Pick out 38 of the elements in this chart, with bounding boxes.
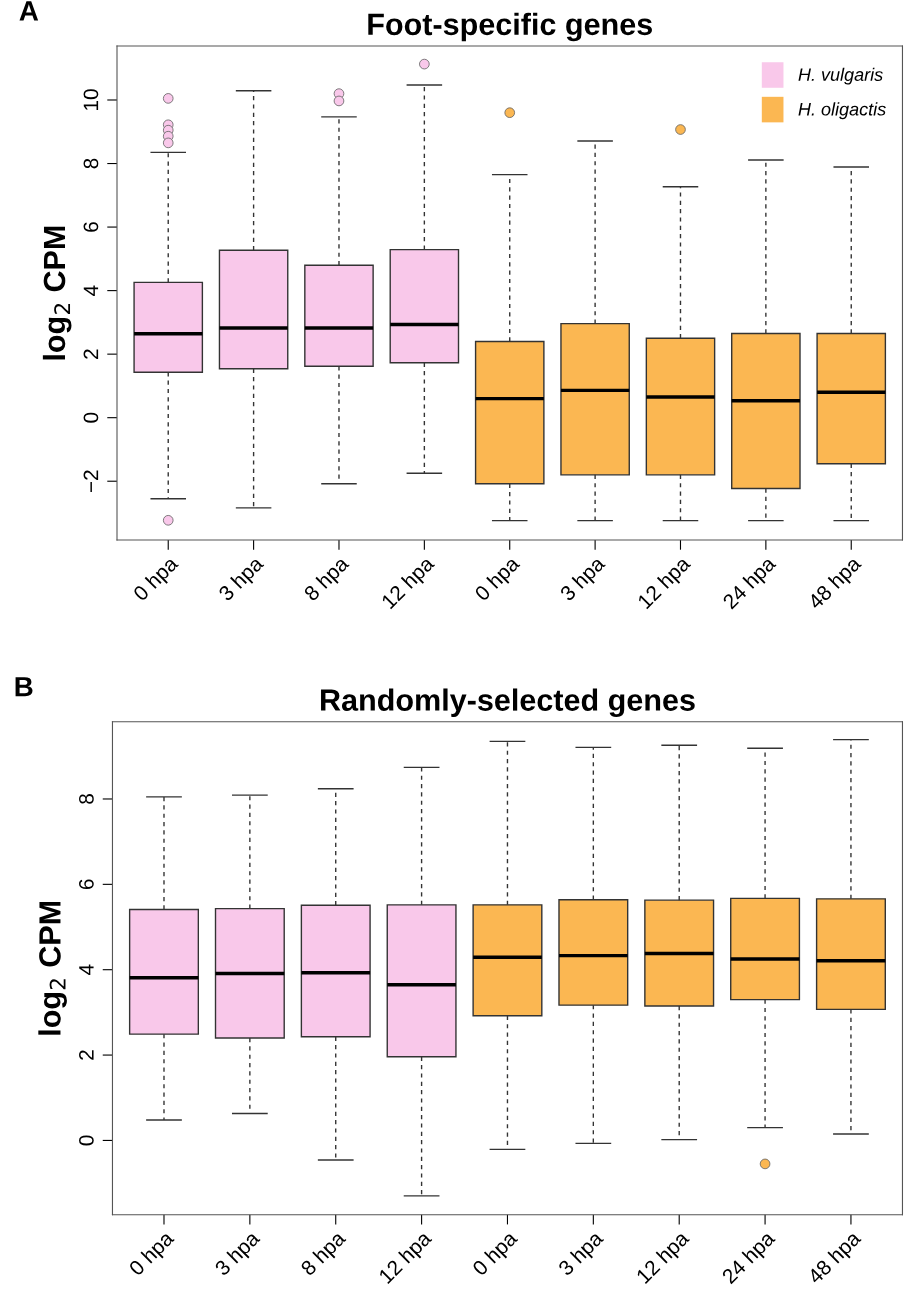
legend-label: H. vulgaris: [798, 67, 883, 85]
chart-title: Foot-specific genes: [368, 12, 652, 42]
x-tick-label: 24 hpa: [720, 1229, 779, 1288]
y-tick-label: 4: [79, 964, 94, 976]
text: B: [15, 677, 33, 697]
chart-title: Randomly-selected genes: [321, 688, 695, 718]
x-tick-label: 12 hpa: [380, 554, 439, 613]
x-tick-label: 12 hpa: [635, 1229, 693, 1287]
y-axis-title: log$_{2}$ CPM: [42, 226, 72, 360]
x-tick-label: 48 hpa: [806, 1229, 865, 1288]
y-tick-label: 6: [79, 879, 94, 890]
legend-label: H. oligactis: [798, 102, 886, 120]
y-tick-label: 8: [79, 794, 94, 804]
x-tick-label: 8 hpa: [299, 1229, 350, 1280]
x-tick-label: 48 hpa: [806, 554, 865, 614]
y-tick-label: 0: [83, 412, 99, 423]
x-tick-label: 24 hpa: [721, 554, 780, 613]
x-tick-label: 0 hpa: [471, 1229, 522, 1280]
y-tick-label: 10: [83, 89, 99, 110]
y-tick-label: 4: [83, 285, 99, 296]
y-axis-title: log$_{2}$ CPM: [38, 901, 67, 1035]
x-tick-label: 3 hpa: [217, 554, 268, 605]
x-tick-label: 0 hpa: [473, 554, 524, 605]
x-tick-label: 12 hpa: [377, 1229, 436, 1287]
y-tick-label: 8: [83, 158, 99, 169]
x-tick-label: 3 hpa: [558, 554, 609, 605]
y-tick-label: 6: [83, 222, 99, 232]
x-tick-label: 0 hpa: [127, 1229, 178, 1280]
x-tick-label: 3 hpa: [557, 1229, 608, 1280]
y-tick-label: 2: [83, 349, 99, 359]
x-tick-label: 12 hpa: [636, 554, 695, 613]
text: A: [19, 1, 39, 21]
y-tick-label: −2: [83, 470, 99, 493]
x-tick-label: 0 hpa: [131, 554, 182, 605]
y-tick-label: 0: [79, 1135, 94, 1146]
x-tick-label: 8 hpa: [302, 554, 353, 605]
x-tick-label: 3 hpa: [213, 1229, 264, 1280]
y-tick-label: 2: [79, 1050, 94, 1060]
